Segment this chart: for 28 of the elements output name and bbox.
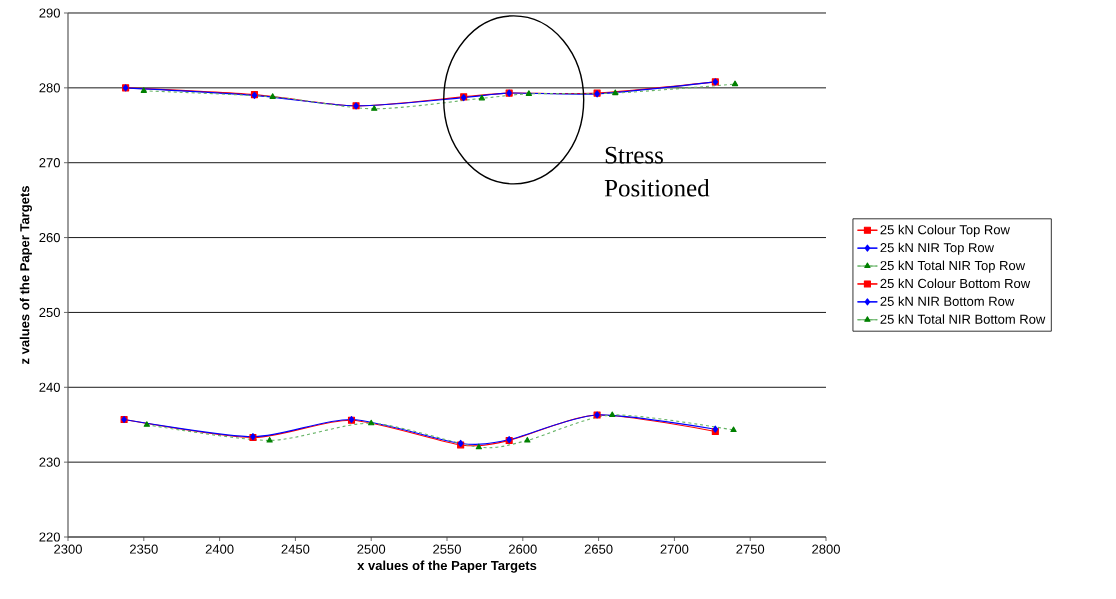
legend-label: 25 kN Total NIR Bottom Row bbox=[880, 314, 1046, 324]
x-tick-label: 2450 bbox=[281, 544, 310, 554]
y-axis-title: z values of the Paper Targets bbox=[19, 186, 32, 364]
y-tick-label: 280 bbox=[39, 83, 60, 93]
x-tick-label: 2600 bbox=[509, 544, 537, 554]
x-tick-label: 2750 bbox=[736, 544, 765, 554]
annotation: Stress Positioned bbox=[604, 146, 710, 197]
legend-label: 25 kN Colour Top Row bbox=[880, 224, 1010, 237]
legend-label: 25 kN NIR Top Row bbox=[880, 242, 995, 255]
legend-label: 25 kN Total NIR Top Row bbox=[880, 260, 1026, 273]
y-tick-label: 270 bbox=[39, 158, 60, 168]
x-tick-label: 2650 bbox=[584, 544, 613, 554]
legend-label: 25 kN Colour Bottom Row bbox=[880, 278, 1031, 289]
legend-label: 25 kN NIR Bottom Row bbox=[880, 296, 1015, 306]
y-tick-label: 220 bbox=[39, 532, 60, 542]
x-tick-label: 2550 bbox=[433, 544, 461, 554]
y-tick-label: 260 bbox=[39, 232, 60, 243]
x-tick-label: 2300 bbox=[54, 544, 82, 554]
y-tick-label: 230 bbox=[39, 457, 60, 467]
x-tick-label: 2700 bbox=[660, 544, 689, 554]
x-axis-title: x values of the Paper Targets bbox=[357, 560, 537, 573]
x-tick-label: 2350 bbox=[130, 544, 158, 554]
x-tick-label: 2800 bbox=[812, 544, 840, 554]
x-tick-label: 2500 bbox=[357, 544, 386, 554]
x-tick-label: 2400 bbox=[205, 544, 234, 554]
y-tick-label: 250 bbox=[39, 307, 60, 318]
y-tick-label: 240 bbox=[39, 382, 60, 392]
y-tick-label: 290 bbox=[39, 8, 60, 18]
